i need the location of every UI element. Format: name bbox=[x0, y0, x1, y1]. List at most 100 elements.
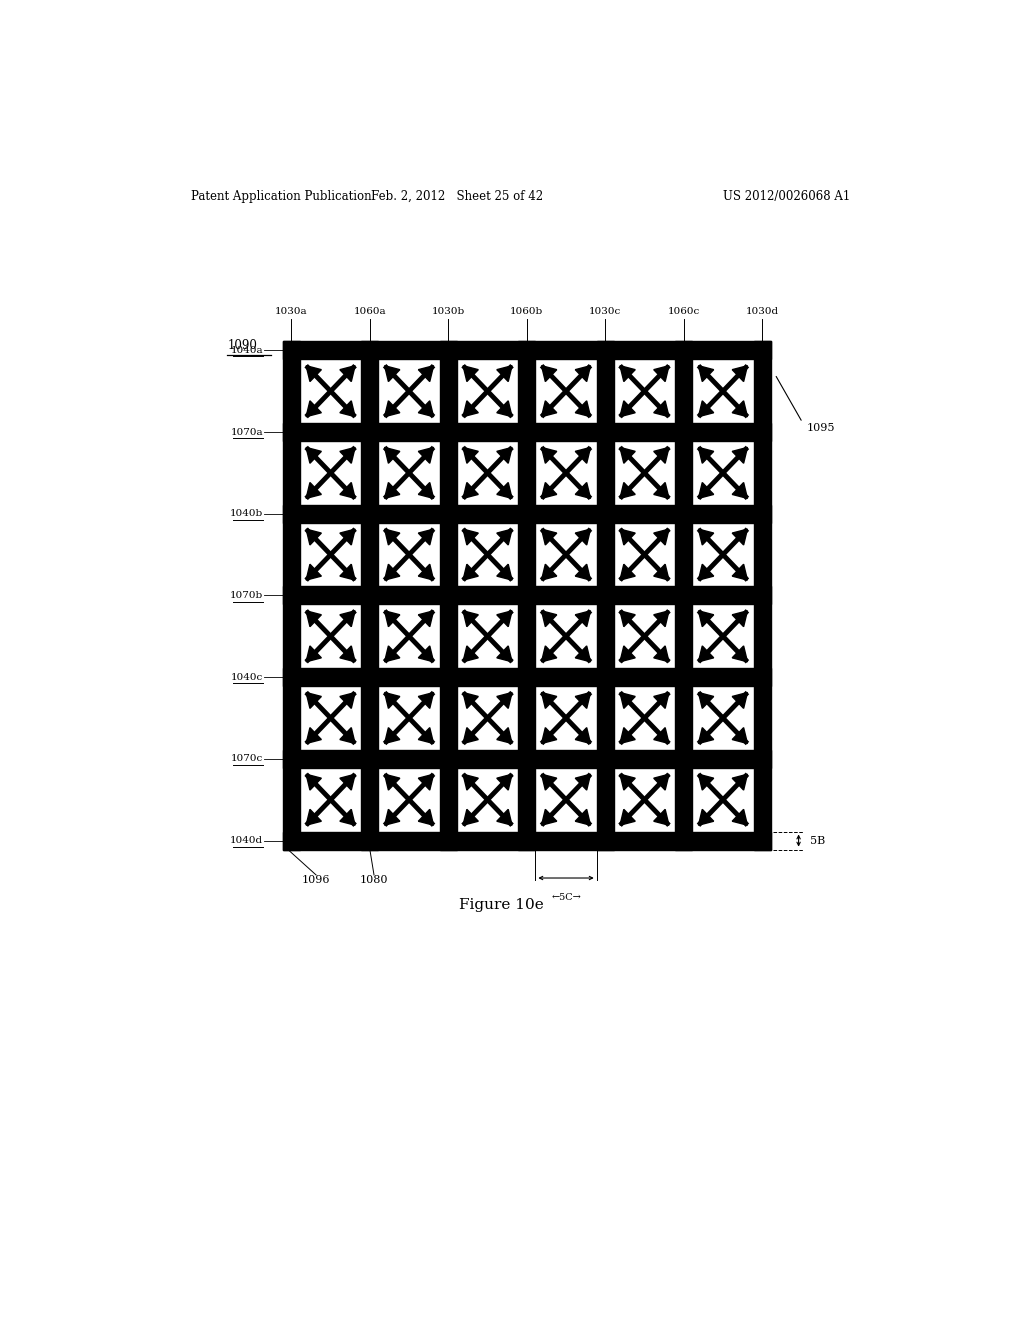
Polygon shape bbox=[340, 366, 355, 381]
Polygon shape bbox=[419, 447, 433, 463]
Polygon shape bbox=[463, 809, 478, 825]
Bar bbox=[439, 342, 457, 850]
Polygon shape bbox=[542, 366, 557, 381]
Polygon shape bbox=[497, 611, 512, 627]
Polygon shape bbox=[306, 564, 322, 579]
Polygon shape bbox=[306, 366, 322, 381]
Text: ←5C→: ←5C→ bbox=[551, 894, 581, 903]
Polygon shape bbox=[463, 401, 478, 417]
Polygon shape bbox=[463, 529, 478, 545]
Bar bbox=[675, 342, 692, 850]
Polygon shape bbox=[463, 483, 478, 499]
Polygon shape bbox=[620, 401, 635, 417]
Polygon shape bbox=[385, 727, 399, 743]
Polygon shape bbox=[463, 775, 478, 791]
Text: 1095: 1095 bbox=[807, 422, 835, 433]
Polygon shape bbox=[340, 564, 355, 579]
Polygon shape bbox=[497, 366, 512, 381]
Polygon shape bbox=[385, 611, 399, 627]
Bar bbox=[754, 342, 771, 850]
Polygon shape bbox=[542, 401, 557, 417]
Text: 1080: 1080 bbox=[359, 875, 388, 884]
Bar bbox=[283, 504, 771, 523]
Polygon shape bbox=[653, 727, 669, 743]
Text: 1060c: 1060c bbox=[668, 308, 699, 315]
Text: 1030a: 1030a bbox=[275, 308, 307, 315]
Polygon shape bbox=[306, 529, 322, 545]
Polygon shape bbox=[419, 564, 433, 579]
Bar bbox=[283, 342, 771, 359]
Text: Feb. 2, 2012   Sheet 25 of 42: Feb. 2, 2012 Sheet 25 of 42 bbox=[372, 190, 544, 202]
Polygon shape bbox=[698, 564, 714, 579]
Polygon shape bbox=[419, 645, 433, 661]
Polygon shape bbox=[620, 693, 635, 709]
Polygon shape bbox=[620, 483, 635, 499]
Polygon shape bbox=[419, 366, 433, 381]
Text: 1040b: 1040b bbox=[229, 510, 263, 519]
Polygon shape bbox=[732, 775, 748, 791]
Polygon shape bbox=[340, 775, 355, 791]
Polygon shape bbox=[497, 645, 512, 661]
Polygon shape bbox=[306, 809, 322, 825]
Polygon shape bbox=[306, 611, 322, 627]
Polygon shape bbox=[620, 447, 635, 463]
Text: 1030c: 1030c bbox=[589, 308, 622, 315]
Polygon shape bbox=[542, 483, 557, 499]
Text: 1070b: 1070b bbox=[229, 591, 263, 601]
Polygon shape bbox=[340, 809, 355, 825]
Polygon shape bbox=[497, 809, 512, 825]
Polygon shape bbox=[419, 775, 433, 791]
Polygon shape bbox=[653, 401, 669, 417]
Polygon shape bbox=[698, 483, 714, 499]
Polygon shape bbox=[698, 611, 714, 627]
Bar bbox=[283, 750, 771, 768]
Text: 1070c: 1070c bbox=[230, 754, 263, 763]
Polygon shape bbox=[419, 693, 433, 709]
Polygon shape bbox=[306, 645, 322, 661]
Text: 1040d: 1040d bbox=[229, 836, 263, 845]
Polygon shape bbox=[497, 727, 512, 743]
Text: 5B: 5B bbox=[811, 836, 825, 846]
Polygon shape bbox=[340, 693, 355, 709]
Polygon shape bbox=[698, 693, 714, 709]
Polygon shape bbox=[575, 483, 591, 499]
Polygon shape bbox=[732, 401, 748, 417]
Polygon shape bbox=[653, 693, 669, 709]
Polygon shape bbox=[542, 645, 557, 661]
Polygon shape bbox=[575, 645, 591, 661]
Polygon shape bbox=[463, 564, 478, 579]
Text: Figure 10e: Figure 10e bbox=[459, 899, 544, 912]
Polygon shape bbox=[463, 447, 478, 463]
Polygon shape bbox=[306, 727, 322, 743]
Polygon shape bbox=[419, 401, 433, 417]
Polygon shape bbox=[463, 645, 478, 661]
Polygon shape bbox=[698, 809, 714, 825]
Text: 1070a: 1070a bbox=[230, 428, 263, 437]
Polygon shape bbox=[497, 401, 512, 417]
Polygon shape bbox=[575, 564, 591, 579]
Polygon shape bbox=[620, 529, 635, 545]
Polygon shape bbox=[497, 447, 512, 463]
Polygon shape bbox=[385, 645, 399, 661]
Polygon shape bbox=[306, 401, 322, 417]
Polygon shape bbox=[385, 447, 399, 463]
Polygon shape bbox=[306, 775, 322, 791]
Polygon shape bbox=[463, 611, 478, 627]
Polygon shape bbox=[463, 727, 478, 743]
Polygon shape bbox=[620, 366, 635, 381]
Polygon shape bbox=[653, 529, 669, 545]
Text: 1060b: 1060b bbox=[510, 308, 544, 315]
Polygon shape bbox=[340, 529, 355, 545]
Bar bbox=[597, 342, 613, 850]
Polygon shape bbox=[698, 366, 714, 381]
Polygon shape bbox=[653, 447, 669, 463]
Bar bbox=[283, 832, 771, 850]
Polygon shape bbox=[575, 809, 591, 825]
Polygon shape bbox=[385, 564, 399, 579]
Polygon shape bbox=[698, 727, 714, 743]
Bar bbox=[283, 342, 300, 850]
Polygon shape bbox=[698, 401, 714, 417]
Polygon shape bbox=[542, 611, 557, 627]
Polygon shape bbox=[620, 809, 635, 825]
Polygon shape bbox=[340, 611, 355, 627]
